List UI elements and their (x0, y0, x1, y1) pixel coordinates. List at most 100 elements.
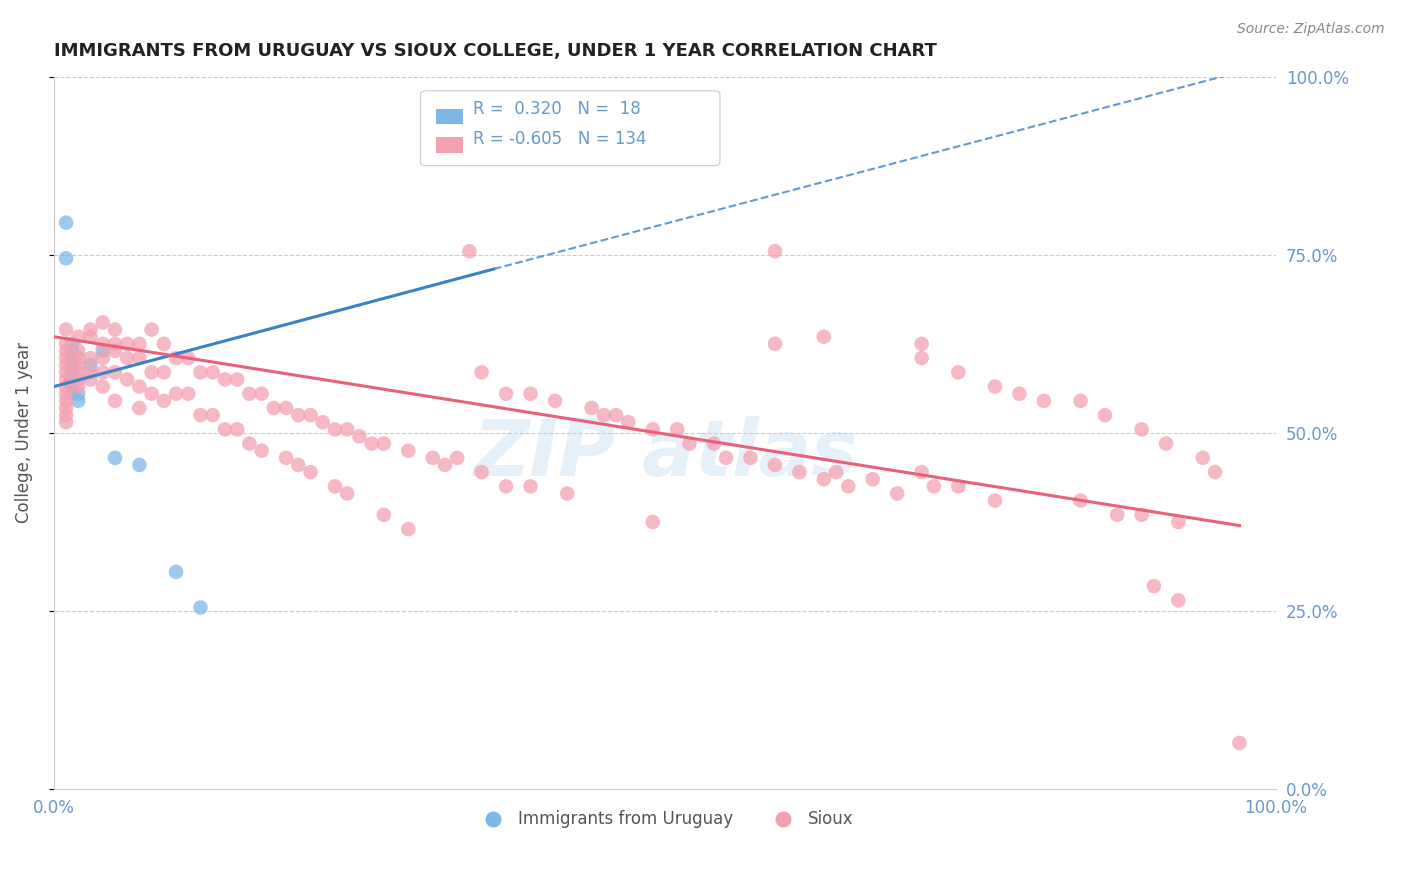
Point (1107, 508, 1129, 522)
Point (678, 436, 700, 450)
Point (1130, 508, 1153, 522)
Point (79, 351, 101, 365)
Point (104, 393, 127, 408)
Point (922, 479, 945, 493)
Point (226, 422, 249, 436)
Point (60, 351, 83, 365)
Point (1143, 579, 1166, 593)
Bar (436, 137, 464, 153)
Point (263, 401, 285, 415)
Point (433, 458, 456, 472)
Point (519, 386, 541, 401)
Point (825, 465, 848, 479)
Point (128, 458, 150, 472)
Point (323, 422, 346, 436)
Point (495, 479, 517, 493)
Point (299, 465, 322, 479)
Point (141, 322, 163, 336)
Legend: Immigrants from Uruguay, Sioux: Immigrants from Uruguay, Sioux (470, 803, 860, 834)
Point (373, 436, 395, 450)
Point (763, 336, 786, 351)
Point (373, 508, 395, 522)
Point (201, 365, 224, 379)
Point (55, 393, 77, 408)
Point (91, 351, 114, 365)
Point (165, 351, 187, 365)
Point (1204, 465, 1226, 479)
Point (837, 479, 859, 493)
Point (592, 408, 614, 422)
Point (104, 450, 127, 465)
Point (165, 565, 187, 579)
Point (471, 365, 494, 379)
Point (714, 450, 737, 465)
Point (60, 343, 83, 358)
Point (666, 422, 689, 436)
Point (250, 443, 273, 458)
Point (1167, 593, 1189, 607)
Text: ZIP atlas: ZIP atlas (472, 417, 858, 492)
Point (55, 351, 77, 365)
Point (299, 408, 322, 422)
Point (104, 365, 127, 379)
Point (115, 372, 138, 386)
Point (60, 336, 83, 351)
Text: Source: ZipAtlas.com: Source: ZipAtlas.com (1237, 22, 1385, 37)
Bar (436, 109, 464, 124)
Point (55, 358, 77, 372)
Point (813, 472, 835, 486)
Point (911, 336, 934, 351)
Point (948, 365, 970, 379)
Point (1167, 515, 1189, 529)
Point (128, 379, 150, 393)
Point (396, 443, 419, 458)
Point (55, 252, 77, 266)
Point (104, 322, 127, 336)
Point (471, 465, 494, 479)
Point (458, 244, 481, 259)
Point (128, 336, 150, 351)
Point (911, 351, 934, 365)
Point (238, 386, 260, 401)
Point (495, 386, 517, 401)
Point (862, 472, 884, 486)
Point (60, 372, 83, 386)
Point (1191, 450, 1213, 465)
Point (79, 329, 101, 343)
Point (141, 386, 163, 401)
Point (60, 365, 83, 379)
Point (141, 365, 163, 379)
Point (226, 372, 249, 386)
Point (104, 336, 127, 351)
Point (67, 329, 90, 343)
Point (55, 379, 77, 393)
Point (214, 422, 236, 436)
Point (79, 372, 101, 386)
Point (312, 415, 335, 429)
Point (323, 479, 346, 493)
Point (67, 386, 90, 401)
Point (104, 343, 127, 358)
Point (177, 351, 200, 365)
Point (422, 450, 444, 465)
Point (55, 343, 77, 358)
Point (1032, 393, 1054, 408)
Point (128, 351, 150, 365)
Point (91, 343, 114, 358)
Point (763, 244, 786, 259)
Point (91, 336, 114, 351)
Point (238, 436, 260, 450)
Point (79, 322, 101, 336)
Point (165, 386, 187, 401)
Point (91, 365, 114, 379)
Point (336, 486, 359, 500)
Point (1130, 422, 1153, 436)
Point (789, 465, 811, 479)
Point (519, 479, 541, 493)
Point (55, 365, 77, 379)
Point (471, 152, 494, 166)
Point (1070, 493, 1092, 508)
Point (55, 216, 77, 230)
Point (360, 436, 382, 450)
Point (214, 372, 236, 386)
